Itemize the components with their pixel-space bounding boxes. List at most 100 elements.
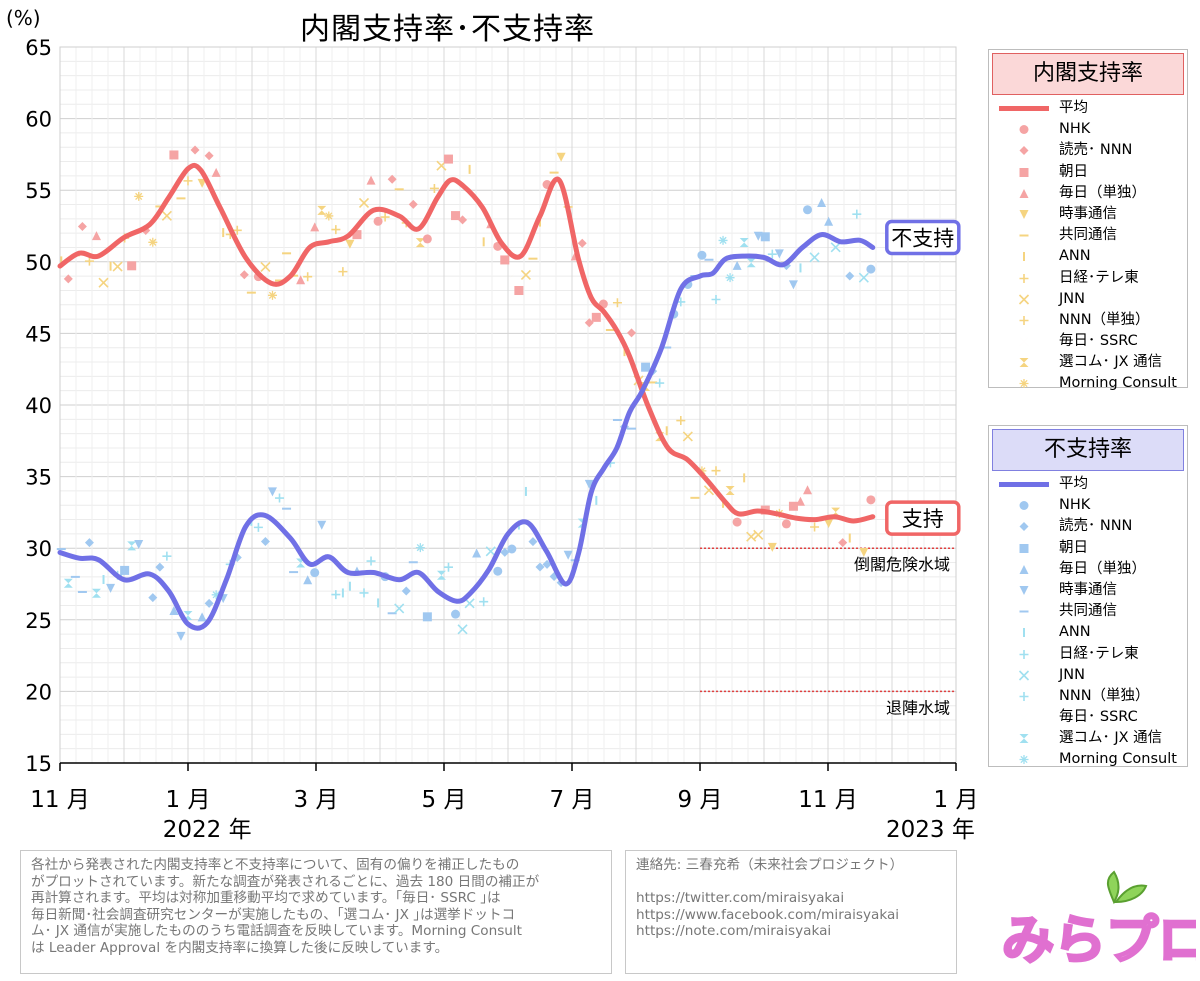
- poll-marker: [479, 597, 489, 607]
- poll-marker: [106, 583, 116, 593]
- legend-symbol: [1018, 670, 1030, 681]
- poll-marker: [303, 272, 313, 282]
- poll-marker: [556, 152, 566, 162]
- poll-marker: [809, 252, 820, 263]
- poll-marker: [1019, 379, 1029, 389]
- poll-marker: [1019, 209, 1029, 219]
- y-tick-label: 65: [25, 36, 52, 60]
- legend-label: 共同通信: [1059, 227, 1117, 244]
- poll-marker: [803, 485, 813, 495]
- poll-marker: [141, 576, 151, 586]
- legend-pollster-row: NNN（単独）: [989, 310, 1187, 331]
- x-tick-label: 11 月: [30, 787, 90, 813]
- legend-pollster-row: 時事通信: [989, 204, 1187, 225]
- poll-marker: [1019, 273, 1029, 283]
- poll-marker: [415, 543, 425, 553]
- note-line: ム･ JX 通信が実施したもののうち電話調査を反映しています。Morning C…: [31, 923, 523, 939]
- poll-marker: [866, 264, 876, 274]
- poll-marker: [732, 260, 742, 270]
- poll-marker: [359, 588, 369, 598]
- legend-label: ANN: [1059, 248, 1091, 265]
- y-tick-label: 15: [25, 752, 52, 776]
- poll-marker: [1019, 167, 1029, 177]
- poll-marker: [795, 496, 805, 506]
- legend-symbol: [1019, 522, 1029, 532]
- poll-marker: [169, 605, 179, 615]
- legend-label: 平均: [1059, 100, 1088, 116]
- legend-pollster-row: ANN: [989, 622, 1187, 643]
- poll-marker: [239, 270, 249, 280]
- poll-marker: [190, 604, 200, 614]
- poll-marker: [422, 234, 432, 244]
- y-tick-label: 50: [25, 251, 52, 275]
- poll-marker: [443, 562, 453, 572]
- disapproval-end-label-box: [885, 219, 961, 256]
- poll-marker: [457, 624, 468, 635]
- poll-marker: [655, 378, 665, 388]
- poll-marker: [190, 145, 200, 155]
- poll-marker: [711, 466, 721, 476]
- legend-pollster-row: 共同通信: [989, 225, 1187, 246]
- legend-average-row: 平均: [989, 98, 1187, 119]
- poll-marker: [253, 522, 263, 532]
- legend-symbol: [1019, 564, 1029, 574]
- legend-label: NHK: [1059, 121, 1091, 138]
- poll-marker: [211, 590, 221, 600]
- poll-marker: [451, 211, 461, 221]
- approval-end-label: 支持: [885, 500, 961, 536]
- legend-symbol: [1019, 125, 1029, 135]
- poll-marker: [458, 215, 468, 225]
- poll-marker: [84, 538, 94, 548]
- poll-marker: [161, 210, 172, 221]
- legend-label: 毎日（単独）: [1059, 560, 1146, 577]
- chart-title: 内閣支持率･不支持率: [300, 12, 595, 47]
- note-line: https://twitter.com/miraisyakai: [636, 890, 845, 906]
- poll-marker: [84, 256, 94, 266]
- poll-marker: [584, 318, 594, 328]
- poll-marker: [810, 522, 820, 532]
- poll-marker: [345, 239, 355, 249]
- poll-marker: [781, 519, 791, 529]
- x-tick-label: 5 月: [422, 787, 467, 813]
- legend-pollster-row: 朝日: [989, 162, 1187, 183]
- y-tick-label: 45: [25, 322, 52, 346]
- poll-marker: [366, 175, 376, 185]
- poll-marker: [682, 431, 693, 442]
- legend-symbol: [1019, 713, 1029, 723]
- poll-marker: [859, 548, 869, 558]
- poll-marker: [358, 197, 370, 208]
- legend-symbol: [1019, 755, 1029, 765]
- poll-marker: [542, 559, 552, 569]
- legend-label: Morning Consult: [1059, 375, 1177, 392]
- poll-marker: [858, 272, 869, 283]
- legend-symbol: [1019, 585, 1029, 595]
- poll-marker: [1019, 734, 1029, 744]
- poll-marker: [472, 548, 482, 558]
- poll-marker: [803, 205, 813, 215]
- legend-label: NNN（単独）: [1059, 687, 1150, 704]
- poll-marker: [591, 312, 601, 322]
- poll-marker: [520, 269, 531, 281]
- x-tick-label: 9 月: [678, 787, 723, 813]
- approval-average-line: [57, 162, 876, 524]
- poll-marker: [267, 290, 277, 300]
- y-tick-label: 40: [25, 394, 52, 418]
- legend-pollster-row: 日経･テレ東: [989, 268, 1187, 289]
- disapproval-end-label-text: 不支持: [891, 226, 954, 250]
- legend-symbol: [1019, 734, 1029, 744]
- poll-marker: [1019, 564, 1029, 574]
- poll-marker: [415, 238, 425, 248]
- legend-symbol: [999, 106, 1049, 111]
- legend-pollster-row: 時事通信: [989, 580, 1187, 601]
- contact-note: 連絡先: 三春充希（未来社会プロジェクト） https://twitter.co…: [625, 850, 957, 974]
- poll-marker: [514, 286, 524, 296]
- note-line: 毎日新聞･社会調査研究センターが実施したもの、｢選コム･ JX ｣は選挙ドットコ: [31, 906, 516, 923]
- legend-symbol: [1019, 337, 1029, 347]
- poll-marker: [310, 568, 320, 578]
- note-line: https://note.com/miraisyakai: [636, 923, 832, 939]
- poll-marker: [91, 231, 101, 241]
- poll-marker: [718, 235, 728, 245]
- poll-marker: [1019, 501, 1029, 511]
- poll-marker: [852, 209, 862, 219]
